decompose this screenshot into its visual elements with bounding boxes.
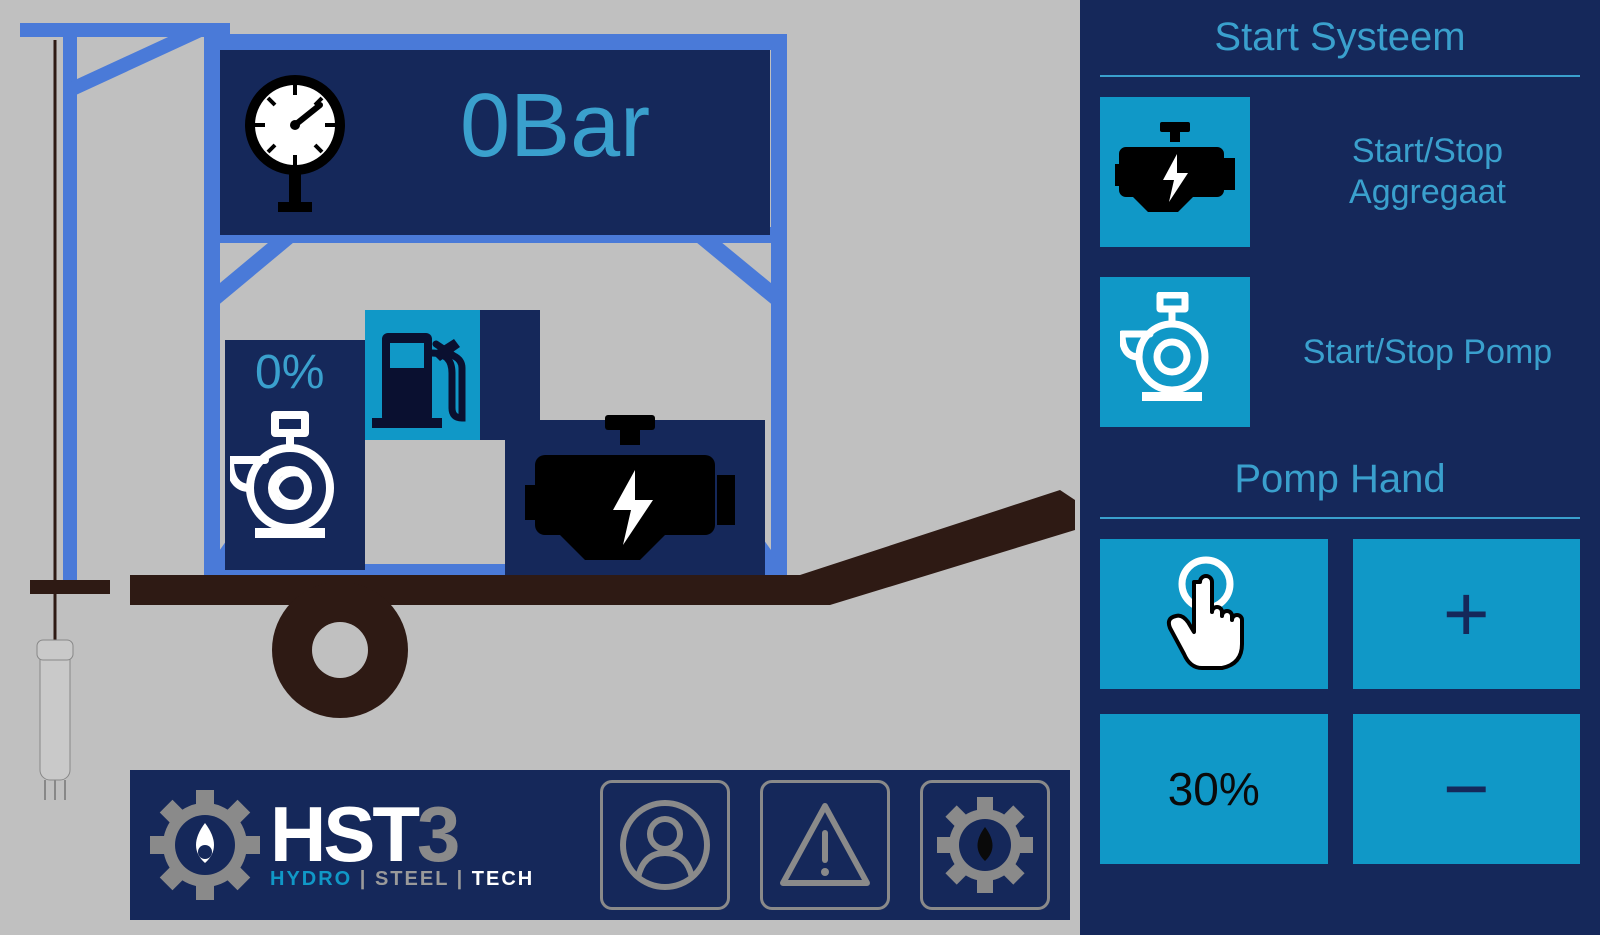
pressure-readout: 0Bar: [460, 75, 650, 178]
control-sidebar: Start Systeem Start/Stop Aggregaat: [1080, 0, 1600, 935]
nav-user-button[interactable]: [600, 780, 730, 910]
pomp-hand-touch-button[interactable]: [1100, 539, 1328, 689]
pump-icon: [230, 410, 360, 540]
pomp-hand-percent-display: 30%: [1100, 714, 1328, 864]
pomp-hand-plus-button[interactable]: +: [1353, 539, 1581, 689]
minus-icon: −: [1443, 743, 1490, 835]
warning-icon: [775, 798, 875, 893]
engine-icon: [1115, 122, 1235, 222]
fuel-pump-icon: [372, 318, 472, 433]
start-stop-aggregaat-label: Start/Stop Aggregaat: [1275, 131, 1580, 213]
plus-icon: +: [1443, 568, 1490, 660]
pump-icon: [1120, 292, 1230, 412]
logo-text-3: 3: [417, 799, 460, 869]
logo-gear-icon: [150, 790, 260, 900]
start-stop-pomp-label: Start/Stop Pomp: [1275, 332, 1580, 373]
section-title-start-system: Start Systeem: [1100, 15, 1580, 60]
pomp-hand-minus-button[interactable]: −: [1353, 714, 1581, 864]
logo-text-hst: HST: [270, 799, 417, 869]
nav-settings-button[interactable]: [920, 780, 1050, 910]
logo-subtitle: HYDRO | STEEL | TECH: [270, 868, 534, 891]
pressure-gauge-icon: [240, 70, 350, 225]
engine-icon: [525, 415, 745, 575]
start-stop-pomp-button[interactable]: [1100, 277, 1250, 427]
touch-hand-icon: [1164, 554, 1264, 674]
equipment-diagram: 0Bar 0%: [0, 0, 1080, 770]
divider: [1100, 75, 1580, 77]
gear-drop-icon: [935, 795, 1035, 895]
logo: HST 3 HYDRO | STEEL | TECH: [150, 790, 534, 900]
user-icon: [618, 798, 713, 893]
start-stop-aggregaat-button[interactable]: [1100, 97, 1250, 247]
divider: [1100, 517, 1580, 519]
nav-alarm-button[interactable]: [760, 780, 890, 910]
submersible-probe-icon: [37, 640, 73, 800]
bottom-nav-bar: HST 3 HYDRO | STEEL | TECH: [130, 770, 1070, 920]
pump-percent-readout: 0%: [255, 345, 324, 400]
section-title-pomp-hand: Pomp Hand: [1100, 457, 1580, 502]
